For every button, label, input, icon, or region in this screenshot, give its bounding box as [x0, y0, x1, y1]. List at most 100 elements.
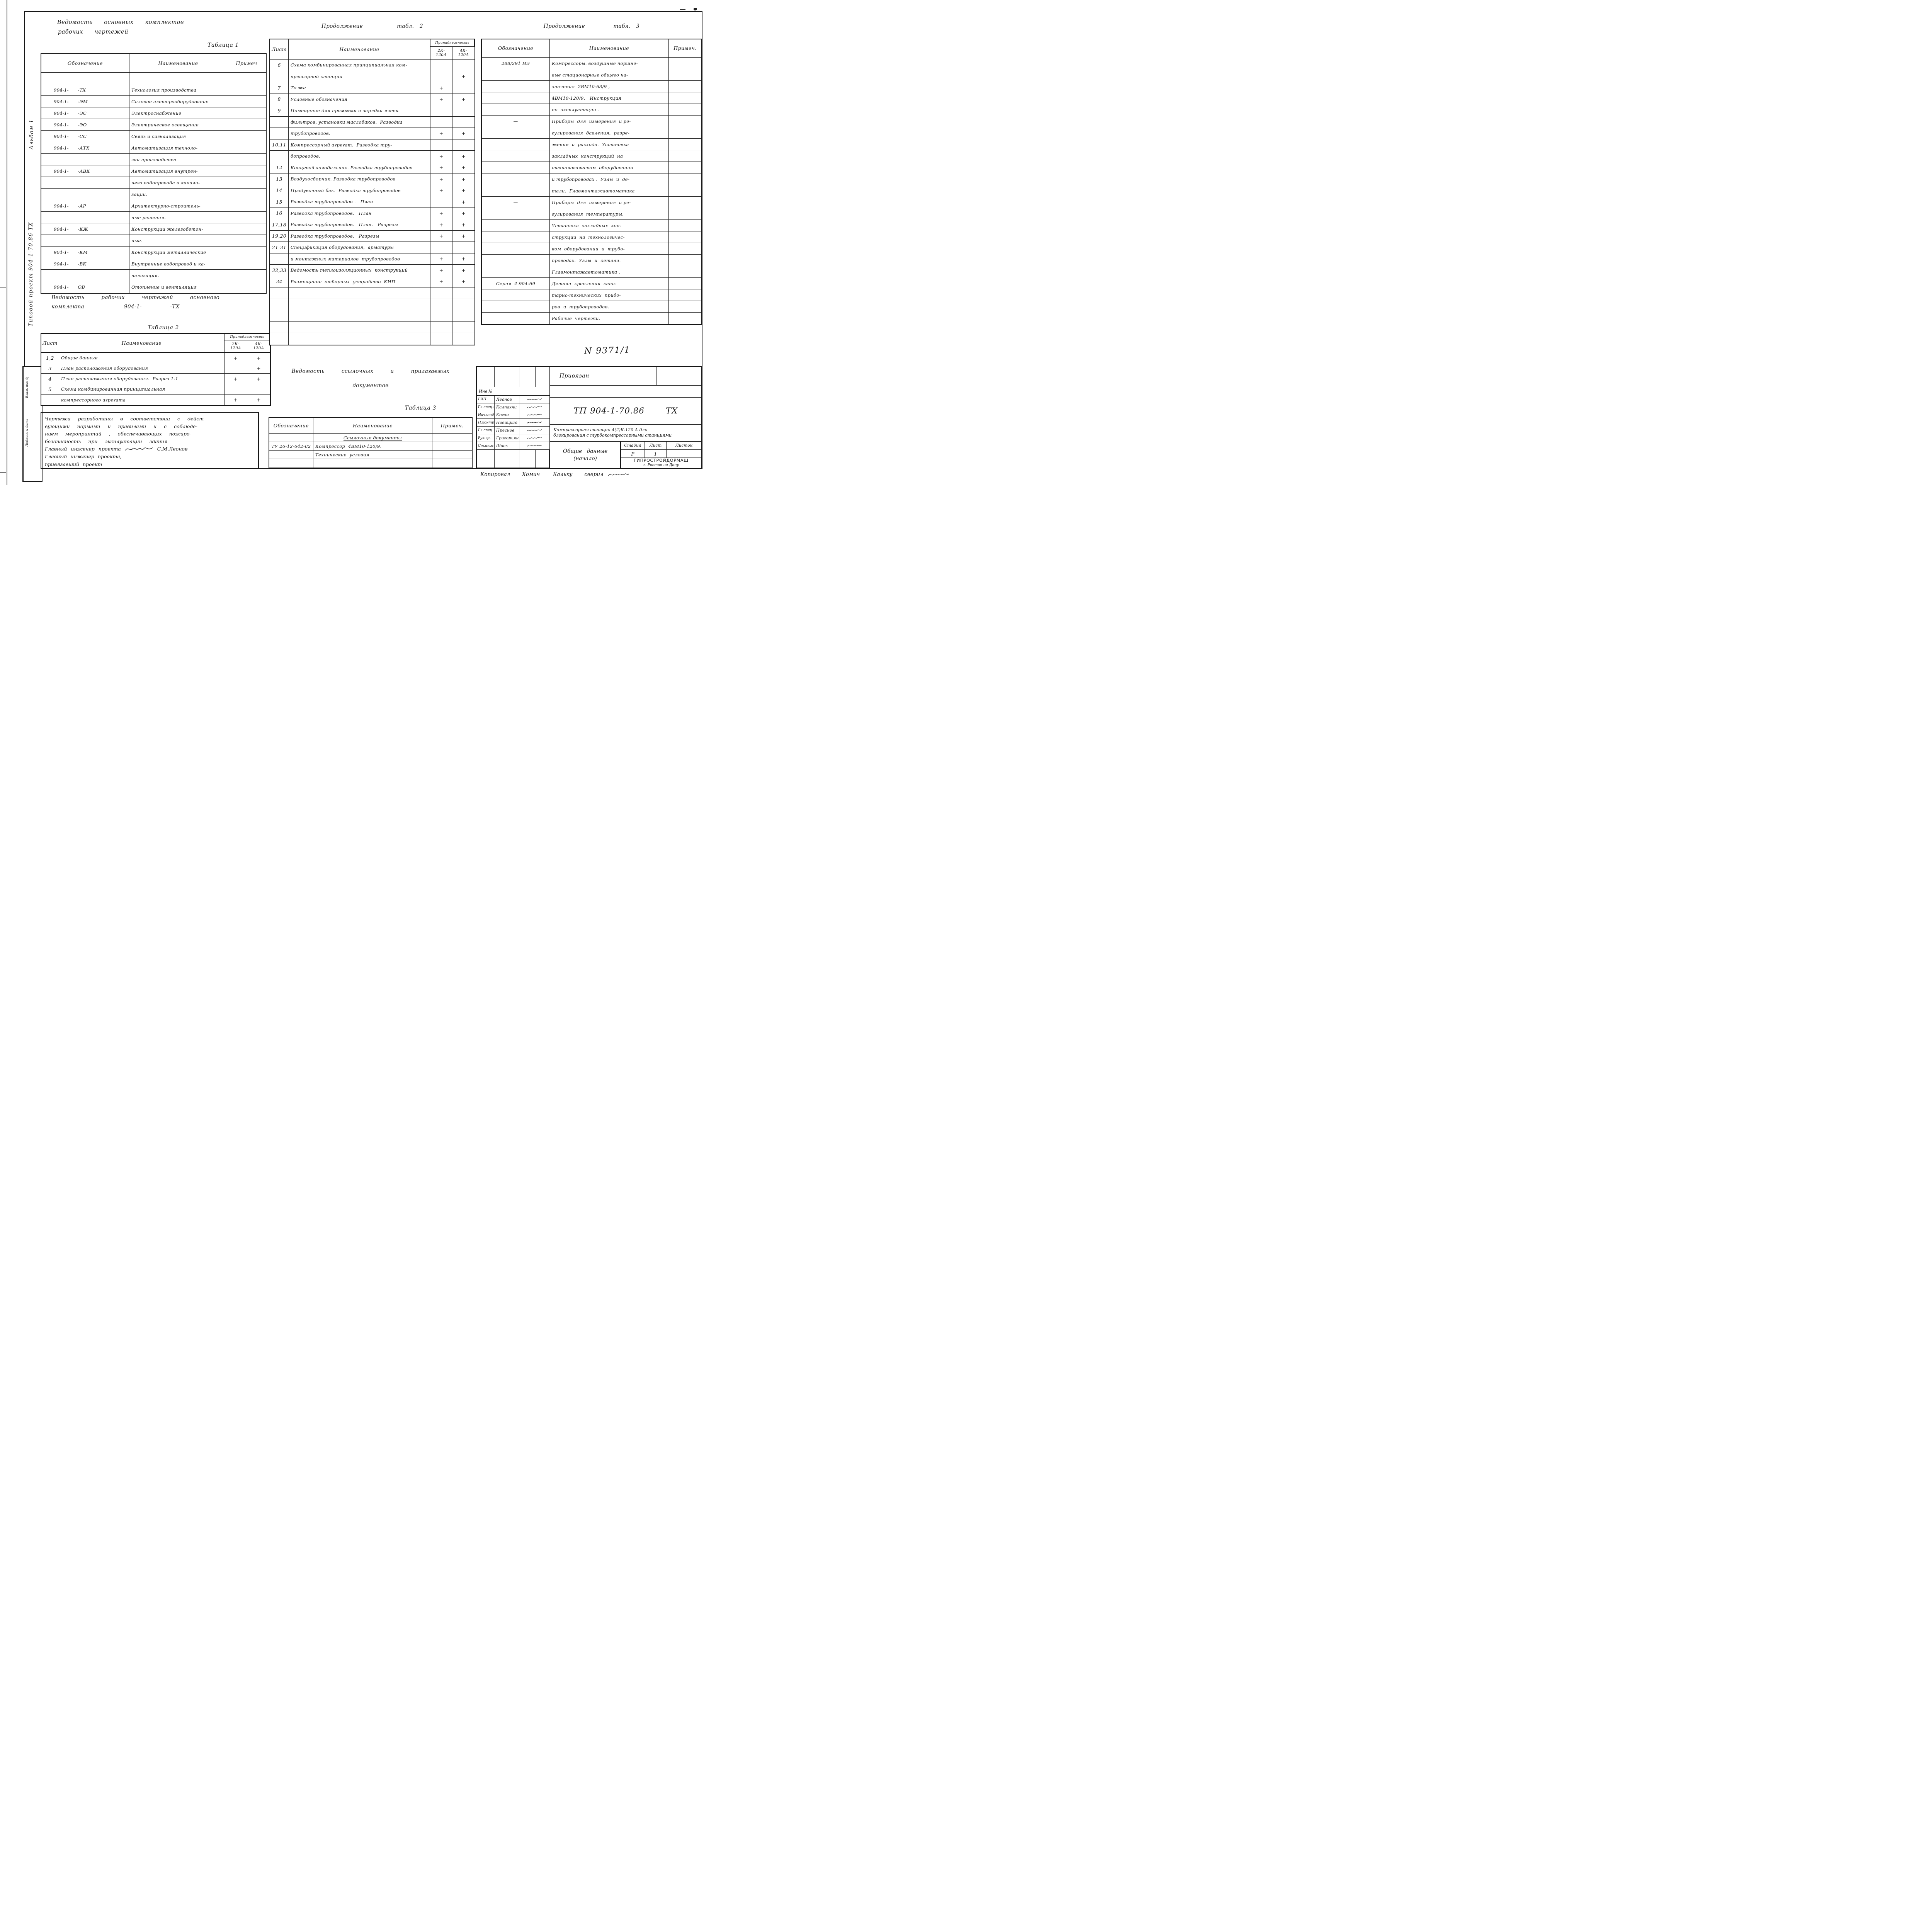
- chief-engineer-label: Главный инженер проекта: [45, 446, 121, 452]
- table-cell: [41, 395, 59, 405]
- table-cell: Разводка трубопроводов. План: [289, 207, 430, 219]
- table-cell: 12: [270, 162, 289, 173]
- table-cell: [432, 459, 472, 468]
- table-cell: 16: [270, 207, 289, 219]
- table-cell: 904-1- -ТХ: [41, 84, 129, 95]
- inventory-number-label: Инв №: [477, 387, 549, 396]
- table-cell: него водопровода и канали-: [129, 177, 227, 188]
- column-header: 2К- 120А: [430, 47, 452, 59]
- note-line: Чертежи разработаны в соответствии с дей…: [45, 416, 206, 422]
- table-cell: [669, 231, 701, 243]
- title-block-empty-row: [477, 367, 549, 372]
- role-name: Новицкая: [495, 419, 519, 426]
- table-cell: [482, 313, 550, 324]
- table-row: 4ВМ10-120/9. Инструкция: [482, 92, 701, 104]
- ink-mark: [680, 9, 685, 10]
- stamp-cell: [31, 367, 42, 407]
- title-block-role-row: Рук.гр. Григорьян: [477, 434, 549, 442]
- table-cell: [227, 177, 266, 188]
- table-cell: 7: [270, 82, 289, 94]
- table-cell: [227, 73, 266, 84]
- table-row: 13 Воздухосборник. Разводка трубопроводов…: [270, 173, 474, 185]
- table2-label: Таблица 2: [148, 325, 179, 331]
- table-cell: Ссылочные документы: [313, 434, 432, 442]
- title-block-role-row: Гл.спец.поТБКалпахчи: [477, 403, 549, 411]
- table2-working-drawings: Лист Наименование Принадлежность 2К- 120…: [41, 333, 271, 406]
- table-cell: 21-31: [270, 242, 289, 253]
- sheet-frame: [24, 11, 702, 469]
- table-row: 3 План расположения оборудования +: [41, 363, 270, 374]
- table-row: 12 Концевой холодильник. Разводка трубопр…: [270, 162, 474, 173]
- table-cell: значения 2ВМ10-63/9 ,: [550, 81, 669, 92]
- table-cell: +: [461, 165, 466, 171]
- chief-engineer-name: С.М.Леонов: [157, 446, 188, 452]
- table-row: вые стационарные общего на-: [482, 69, 701, 81]
- stamp-label: Подпись и дата: [23, 407, 31, 458]
- table-cell: [669, 301, 701, 312]
- table-cell: зации.: [129, 189, 227, 200]
- table-row: тарно-технических прибо-: [482, 289, 701, 301]
- margin-album-label: Альбом 1: [29, 119, 35, 150]
- table-cell: [227, 212, 266, 223]
- table-cell: [669, 116, 701, 127]
- table-cell: Конструкции железобетон-: [129, 223, 227, 235]
- role-name: Григорьян: [495, 434, 519, 442]
- title-block-empty-row: [477, 382, 549, 387]
- table-cell: [430, 242, 452, 253]
- table-cell: Разводка трубопроводов. Разрезы: [289, 230, 430, 242]
- stage-value: Р: [621, 450, 645, 458]
- table-cell: 19,20: [270, 230, 289, 242]
- table-cell: Компрессор 4ВМ10-120/9.: [313, 442, 432, 450]
- table-cell: Внутренние водопровод и ка-: [129, 258, 227, 269]
- table-cell: [270, 333, 289, 345]
- table-cell: [482, 301, 550, 312]
- table2-continuation: Лист Наименование Принадлежность 2К- 120…: [269, 39, 475, 345]
- sheets-header: Листок: [667, 442, 701, 450]
- table-cell: проводах. Узлы и детали.: [550, 255, 669, 266]
- table-cell: +: [257, 397, 261, 403]
- table-cell: [41, 270, 129, 281]
- role-name: Леонов: [495, 396, 519, 403]
- table-cell: +: [224, 353, 247, 363]
- table-cell: [430, 310, 452, 321]
- checked-by-label: Кальку сверил: [553, 471, 604, 478]
- title-block-signatures: Инв № ГИПЛеоновГл.спец.поТБКалпахчиНач.о…: [477, 367, 550, 468]
- table-cell: [452, 333, 474, 345]
- note-box: Чертежи разработаны в соответствии с дей…: [41, 412, 259, 469]
- table-cell: 904-1- -АВК: [41, 165, 129, 177]
- table-row: 904-1- -ВК Внутренние водопровод и ка-: [41, 258, 266, 270]
- table-cell: [269, 434, 313, 442]
- table-row: проводах. Узлы и детали.: [482, 255, 701, 266]
- table-row: по эксплуатации .: [482, 104, 701, 116]
- table-cell: [482, 255, 550, 266]
- table-row: и монтажных материалов трубопроводов + +: [270, 253, 474, 265]
- role-signature: [519, 427, 549, 434]
- table-cell: Концевой холодильник. Разводка трубопров…: [289, 162, 430, 173]
- table-cell: [482, 69, 550, 80]
- table-cell: струкций на технологичес-: [550, 231, 669, 243]
- table-row: — Приборы для измерения и ре-: [482, 116, 701, 127]
- table-cell: [313, 459, 432, 468]
- table-cell: [669, 255, 701, 266]
- table3-continuation: Обозначение Наименование Примеч. 288/291…: [481, 39, 702, 325]
- column-header: Обозначение: [482, 39, 550, 57]
- title-block-empty-row: [477, 372, 549, 377]
- table-cell: и трубопроводах . Узлы и де-: [550, 173, 669, 185]
- table-cell: 1,2: [41, 353, 59, 363]
- margin-project-label: Типовой проект 904-1-70.86 ТХ: [28, 222, 34, 327]
- table-cell: бопроводов.: [289, 151, 430, 162]
- table1-title-line2: рабочих чертежей: [58, 29, 128, 35]
- table-cell: ров и трубопроводов.: [550, 301, 669, 312]
- table-row: ные.: [41, 235, 266, 247]
- table-cell: +: [461, 221, 466, 228]
- table-cell: [482, 266, 550, 277]
- copied-by: Копировал Хомич: [480, 471, 540, 478]
- table-cell: [482, 243, 550, 254]
- column-header: Обозначение: [269, 418, 313, 433]
- sheet-header: Лист: [645, 442, 667, 450]
- table-cell: Конструкции металлические: [129, 247, 227, 258]
- table1-label: Таблица 1: [207, 42, 239, 48]
- role-signature: [519, 396, 549, 403]
- table-cell: закладных конструкций на: [550, 150, 669, 162]
- table-cell: Приборы для измерения и ре-: [550, 197, 669, 208]
